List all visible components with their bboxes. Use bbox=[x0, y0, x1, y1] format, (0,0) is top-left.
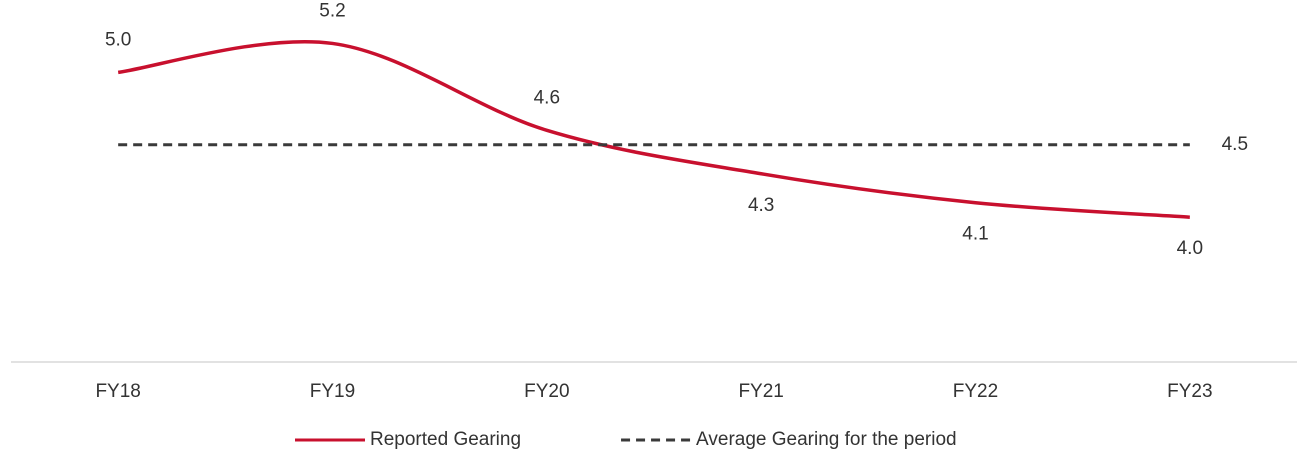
data-label: 5.0 bbox=[105, 29, 131, 50]
x-tick-label: FY22 bbox=[953, 381, 998, 402]
data-label: 4.6 bbox=[534, 87, 560, 108]
data-label: 4.3 bbox=[748, 195, 774, 216]
data-label: 4.0 bbox=[1177, 238, 1203, 259]
x-tick-label: FY18 bbox=[95, 381, 140, 402]
x-tick-label: FY20 bbox=[524, 381, 569, 402]
legend-label: Reported Gearing bbox=[370, 429, 521, 450]
x-tick-label: FY21 bbox=[738, 381, 783, 402]
data-label: 4.1 bbox=[962, 224, 988, 245]
data-label: 4.5 bbox=[1222, 134, 1248, 155]
x-tick-label: FY23 bbox=[1167, 381, 1212, 402]
legend-label: Average Gearing for the period bbox=[696, 429, 957, 450]
series-line bbox=[117, 39, 1190, 219]
data-label: 5.2 bbox=[319, 0, 345, 21]
x-tick-label: FY19 bbox=[310, 381, 355, 402]
